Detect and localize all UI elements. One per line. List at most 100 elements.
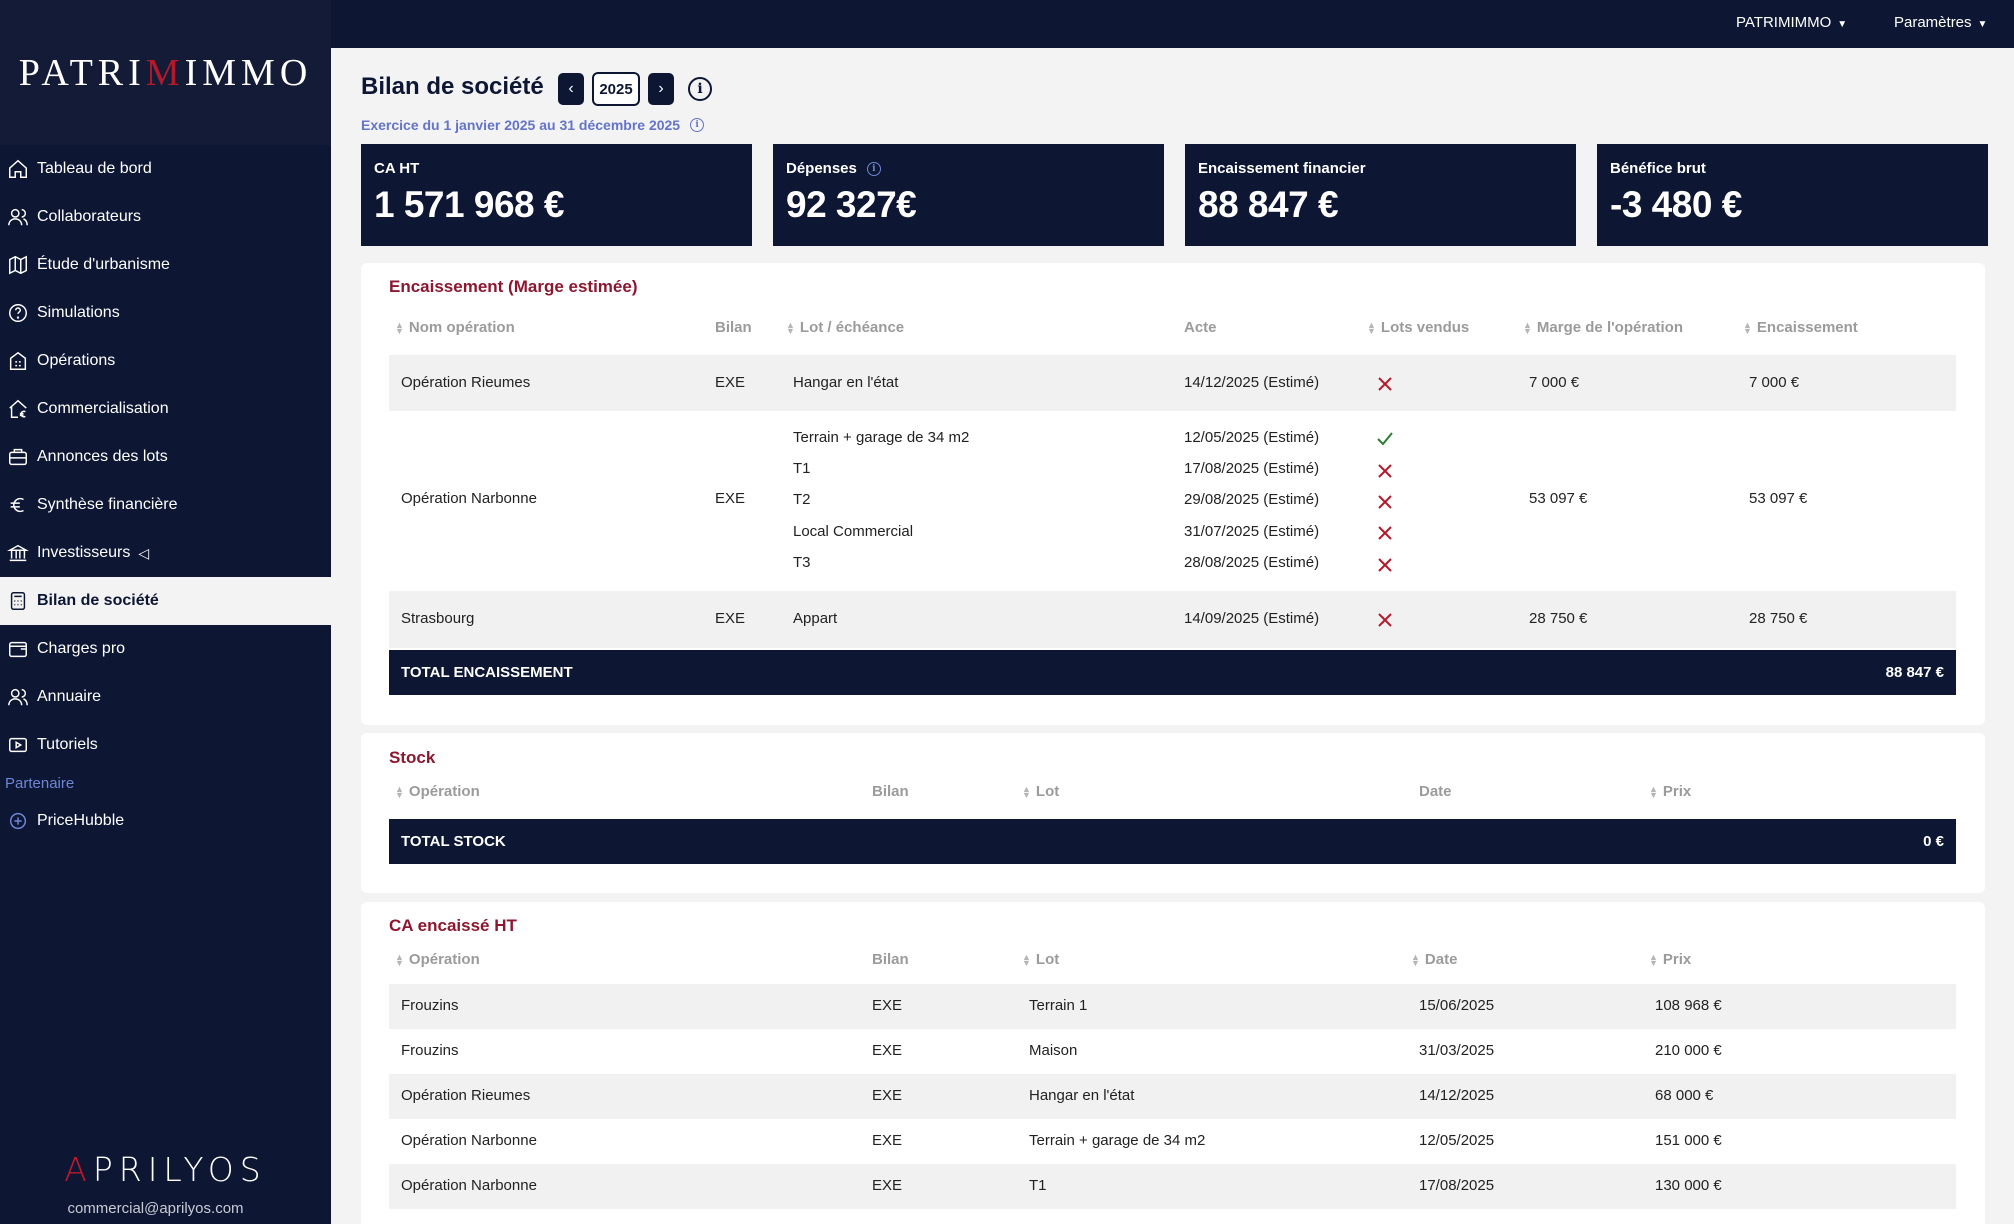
year-selector[interactable]: 2025 — [592, 72, 640, 106]
cell-operation: Opération Narbonne — [401, 1177, 537, 1194]
sidebar-item-pricehubble[interactable]: PriceHubble — [0, 797, 331, 845]
account-menu[interactable]: PATRIMIMMO ▼ — [1736, 14, 1847, 31]
sidebar-item-label: Bilan de société — [37, 592, 159, 609]
cell-lot: T1 — [793, 460, 811, 477]
col-header-label: Opération — [408, 951, 480, 968]
cell-acte: 14/09/2025 (Estimé) — [1184, 610, 1320, 627]
cell-bilan: EXE — [872, 1132, 903, 1149]
settings-menu[interactable]: Paramètres ▼ — [1894, 14, 1987, 31]
cell-date: 17/08/2025 — [1419, 1177, 1495, 1194]
total-value: 0 € — [1923, 833, 1944, 850]
col-prix[interactable]: ▲ ▼ Prix — [1649, 783, 1691, 800]
col-nom-operation[interactable]: ▲ ▼ Nom opération — [395, 319, 515, 336]
exercice-period-label: Exercice du 1 janvier 2025 au 31 décembr… — [361, 117, 681, 133]
kpi-cards: CA HT 1 571 968 € Dépenses i 92 327€ Enca… — [361, 144, 1988, 246]
sidebar-item-label: Charges pro — [37, 640, 126, 657]
col-date[interactable]: ▲ ▼ Date — [1411, 951, 1457, 968]
sidebar-item-etude-urbanisme[interactable]: Étude d'urbanisme — [0, 241, 331, 289]
caret-down-icon: ▼ — [1837, 19, 1848, 30]
info-icon[interactable]: i — [690, 118, 705, 132]
cell-operation: Opération Narbonne — [401, 490, 537, 507]
col-lots-vendus[interactable]: ▲ ▼ Lots vendus — [1367, 319, 1469, 336]
logo-text: PATRIMIMMO — [18, 51, 313, 94]
cell-marge: 53 097 € — [1529, 490, 1588, 507]
cell-lot: Terrain + garage de 34 m2 — [1029, 1132, 1206, 1149]
patrimimmo-logo[interactable]: PATRIMIMMO — [0, 0, 331, 145]
col-bilan: Bilan — [715, 319, 752, 336]
topbar: PATRIMIMMO ▼ Paramètres ▼ — [331, 0, 2014, 48]
cell-date: 31/03/2025 — [1419, 1042, 1495, 1059]
ca-encaisse-card: CA encaissé HT ▲ ▼ Opération Bilan ▲ ▼ Lot ▲… — [361, 902, 1985, 1224]
partner-section-label: Partenaire — [5, 774, 75, 792]
cell-acte: 29/08/2025 (Estimé) — [1184, 491, 1320, 508]
kpi-value: 1 571 968 € — [374, 184, 564, 225]
total-stock-bar: TOTAL STOCK 0 € — [389, 819, 1956, 864]
cell-prix: 130 000 € — [1655, 1177, 1722, 1194]
cell-acte: 14/12/2025 (Estimé) — [1184, 374, 1320, 391]
sidebar-item-tutoriels[interactable]: Tutoriels — [0, 721, 331, 769]
caret-left-icon: ◁ — [138, 544, 150, 561]
sidebar-item-annonces-des-lots[interactable]: Annonces des lots — [0, 433, 331, 481]
table-row[interactable] — [389, 1164, 1956, 1209]
cell-bilan: EXE — [715, 610, 746, 627]
col-acte: Acte — [1184, 319, 1217, 336]
table-row[interactable] — [389, 1074, 1956, 1119]
exercice-period: Exercice du 1 janvier 2025 au 31 décembr… — [361, 117, 705, 133]
sort-icon: ▲ ▼ — [1523, 319, 1532, 336]
stock-card: Stock ▲ ▼ Opération Bilan ▲ ▼ Lot Date ▲ ▼ Pri… — [361, 733, 1985, 893]
map-icon — [6, 253, 30, 277]
sidebar-item-investisseurs[interactable]: Investisseurs ◁ — [0, 529, 331, 577]
col-bilan: Bilan — [872, 783, 909, 800]
sidebar-item-annuaire[interactable]: Annuaire — [0, 673, 331, 721]
sidebar-item-operations[interactable]: Opérations — [0, 337, 331, 385]
sidebar-item-synthese-financiere[interactable]: Synthèse financière — [0, 481, 331, 529]
table-row[interactable] — [389, 355, 1956, 411]
col-header-label: Encaissement — [1756, 319, 1858, 336]
total-label: TOTAL STOCK — [401, 833, 506, 850]
sidebar-item-label: Investisseurs — [37, 544, 131, 561]
sidebar-item-bilan-de-societe[interactable]: Bilan de société — [0, 577, 331, 625]
kpi-ca-ht: CA HT 1 571 968 € — [361, 144, 752, 246]
table-row[interactable] — [389, 984, 1956, 1029]
sidebar-item-tableau-de-bord[interactable]: Tableau de bord — [0, 145, 331, 193]
col-lot[interactable]: ▲ ▼ Lot — [1022, 951, 1059, 968]
cell-bilan: EXE — [872, 997, 903, 1014]
kpi-value: -3 480 € — [1610, 184, 1742, 225]
sort-icon: ▲ ▼ — [395, 319, 404, 336]
col-header-label: Opération — [408, 783, 480, 800]
col-prix[interactable]: ▲ ▼ Prix — [1649, 951, 1691, 968]
col-encaissement[interactable]: ▲ ▼ Encaissement — [1743, 319, 1858, 336]
col-operation[interactable]: ▲ ▼ Opération — [395, 951, 480, 968]
sidebar-item-collaborateurs[interactable]: Collaborateurs — [0, 193, 331, 241]
col-operation[interactable]: ▲ ▼ Opération — [395, 783, 480, 800]
col-bilan: Bilan — [872, 951, 909, 968]
sidebar-nav: Tableau de bord Collaborateurs Étude d'u… — [0, 145, 331, 769]
cell-lot: T3 — [793, 554, 811, 571]
col-marge-operation[interactable]: ▲ ▼ Marge de l'opération — [1523, 319, 1683, 336]
col-header-label: Marge de l'opération — [1536, 319, 1684, 336]
settings-menu-label: Paramètres — [1894, 14, 1972, 31]
cell-lot: T1 — [1029, 1177, 1047, 1194]
kpi-value: 92 327€ — [786, 184, 917, 225]
sidebar-item-charges-pro[interactable]: Charges pro — [0, 625, 331, 673]
col-header-label: Acte — [1184, 319, 1217, 336]
kpi-label: Dépenses i — [786, 160, 1151, 177]
col-lot[interactable]: ▲ ▼ Lot — [1022, 783, 1059, 800]
sidebar-email[interactable]: commercial@aprilyos.com — [67, 1200, 244, 1217]
next-year-button[interactable]: › — [648, 73, 674, 105]
briefcase-icon — [6, 445, 30, 469]
info-icon[interactable]: i — [866, 161, 881, 176]
previous-year-button[interactable]: ‹ — [558, 73, 584, 105]
col-lot-echeance[interactable]: ▲ ▼ Lot / échéance — [786, 319, 904, 336]
sidebar-item-simulations[interactable]: Simulations — [0, 289, 331, 337]
cell-marge: 7 000 € — [1529, 374, 1580, 391]
cell-prix: 210 000 € — [1655, 1042, 1722, 1059]
sidebar-item-commercialisation[interactable]: Commercialisation — [0, 385, 331, 433]
table-row[interactable] — [389, 591, 1956, 648]
kpi-benefice-brut: Bénéfice brut -3 480 € — [1597, 144, 1988, 246]
col-header-label: Lot — [1035, 783, 1060, 800]
sidebar-item-label: PriceHubble — [37, 812, 125, 829]
stock-title: Stock — [389, 748, 436, 767]
info-icon[interactable]: i — [688, 77, 712, 101]
cell-prix: 68 000 € — [1655, 1087, 1714, 1104]
